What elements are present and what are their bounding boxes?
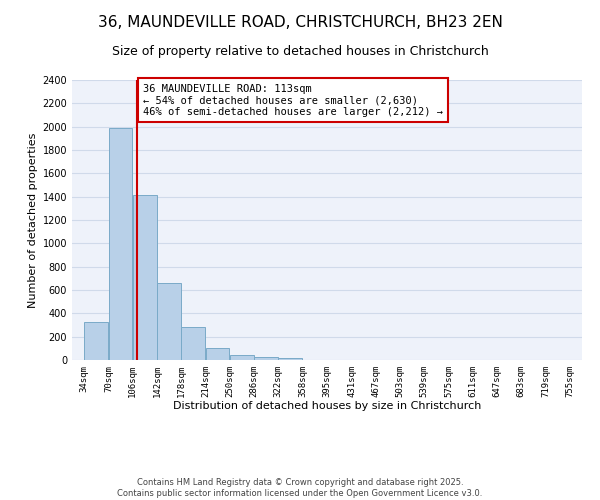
Text: 36, MAUNDEVILLE ROAD, CHRISTCHURCH, BH23 2EN: 36, MAUNDEVILLE ROAD, CHRISTCHURCH, BH23…	[98, 15, 502, 30]
Text: Contains HM Land Registry data © Crown copyright and database right 2025.
Contai: Contains HM Land Registry data © Crown c…	[118, 478, 482, 498]
Text: Size of property relative to detached houses in Christchurch: Size of property relative to detached ho…	[112, 45, 488, 58]
Text: 36 MAUNDEVILLE ROAD: 113sqm
← 54% of detached houses are smaller (2,630)
46% of : 36 MAUNDEVILLE ROAD: 113sqm ← 54% of det…	[143, 84, 443, 116]
X-axis label: Distribution of detached houses by size in Christchurch: Distribution of detached houses by size …	[173, 402, 481, 411]
Bar	[278, 358, 302, 360]
Y-axis label: Number of detached properties: Number of detached properties	[28, 132, 38, 308]
Bar	[157, 283, 181, 360]
Bar	[109, 128, 133, 360]
Bar	[206, 348, 229, 360]
Bar	[254, 356, 278, 360]
Bar	[230, 355, 254, 360]
Bar	[133, 195, 157, 360]
Bar	[85, 322, 108, 360]
Bar	[181, 328, 205, 360]
